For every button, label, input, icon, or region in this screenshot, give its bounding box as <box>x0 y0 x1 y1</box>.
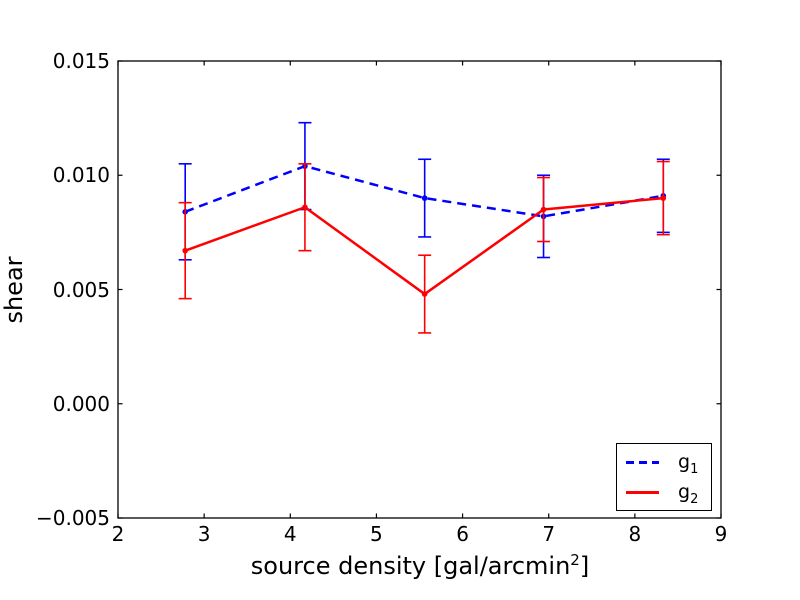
x-tick-label: 8 <box>628 522 642 546</box>
x-tick-label: 2 <box>111 522 125 546</box>
y-tick-label: 0.015 <box>52 49 110 73</box>
g2-solid-line-sample <box>626 490 659 494</box>
g2-data-point <box>660 195 667 201</box>
legend: g1 g2 <box>616 443 712 511</box>
x-tick-label: 9 <box>714 522 728 546</box>
x-axis-label-end: ] <box>579 552 590 580</box>
x-tick-label: 3 <box>197 522 211 546</box>
legend-label-g2: g2 <box>678 480 698 505</box>
g2-data-point <box>540 206 547 213</box>
g1-line <box>184 164 664 218</box>
x-axis-label-text: source density [gal/arcmin <box>250 552 571 580</box>
y-tick-label: 0.010 <box>52 163 110 188</box>
y-tick-label: 0.005 <box>52 277 110 302</box>
legend-label-g1-base: g <box>678 450 691 473</box>
y-tick-label: 0.000 <box>52 391 110 416</box>
x-tick-label: 6 <box>456 522 469 546</box>
legend-entry-g1: g1 <box>626 448 702 476</box>
g2-data-point <box>182 247 188 254</box>
legend-label-g2-subscript: 2 <box>690 491 699 507</box>
legend-label-g1-subscript: 1 <box>690 461 699 477</box>
g2-data-point <box>302 204 308 211</box>
g1-data-point <box>421 195 428 201</box>
x-axis-label: source density [gal/arcmin2] <box>251 552 589 580</box>
legend-label-g2-base: g <box>678 480 691 503</box>
x-axis-label-superscript: 2 <box>570 551 580 569</box>
legend-entry-g2: g2 <box>626 478 702 506</box>
g1-dashed-line-sample <box>626 460 659 464</box>
x-tick-label: 7 <box>542 522 556 546</box>
legend-label-g1: g1 <box>678 450 698 475</box>
g2-data-point <box>421 291 428 297</box>
y-tick-label: −0.005 <box>35 506 110 530</box>
x-tick-label: 4 <box>283 522 297 546</box>
x-tick-label: 5 <box>370 522 383 546</box>
